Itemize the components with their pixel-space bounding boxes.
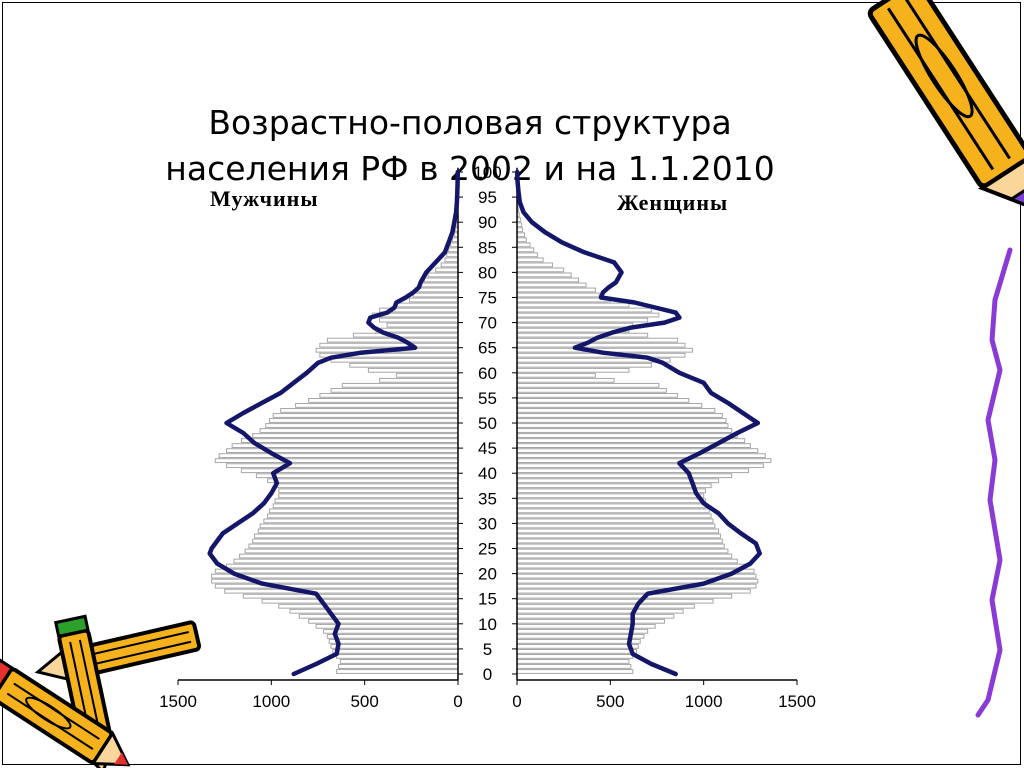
- age-tick-label: 95: [478, 188, 497, 207]
- female-label: Женщины: [617, 190, 729, 215]
- age-tick-label: 10: [478, 615, 497, 634]
- age-tick-label: 40: [478, 464, 497, 483]
- x-tick-label-left: 1000: [252, 692, 290, 711]
- age-tick-label: 20: [478, 565, 497, 584]
- age-tick-label: 60: [478, 364, 497, 383]
- age-tick-label: 0: [483, 665, 492, 684]
- x-tick-label-right: 1500: [778, 692, 816, 711]
- age-tick-label: 30: [478, 514, 497, 533]
- age-tick-label: 35: [478, 489, 497, 508]
- pencil-bottom-left-3-icon: [0, 658, 131, 767]
- line-female-2010: [514, 169, 762, 677]
- age-tick-label: 75: [478, 289, 497, 308]
- age-tick-label: 90: [478, 213, 497, 232]
- pencil-top-right-icon: [867, 0, 1024, 209]
- age-tick-label: 5: [483, 640, 492, 659]
- slide-title: Возрастно-половая структура населения РФ…: [100, 100, 840, 192]
- x-tick-label-left: 1500: [159, 692, 197, 711]
- age-tick-label: 55: [478, 389, 497, 408]
- purple-scribble-line: [975, 247, 1013, 718]
- male-label: Мужчины: [210, 186, 319, 211]
- age-tick-label: 50: [478, 414, 497, 433]
- title-line-1: Возрастно-половая структура: [208, 103, 732, 142]
- age-tick-label: 70: [478, 314, 497, 333]
- x-tick-label-right: 500: [596, 692, 624, 711]
- title-line-2: населения РФ в 2002 и на 1.1.2010: [165, 149, 775, 188]
- age-tick-label: 65: [478, 339, 497, 358]
- age-tick-label: 15: [478, 590, 497, 609]
- age-tick-label: 100: [473, 163, 501, 182]
- line-male-2010: [207, 169, 461, 677]
- age-tick-label: 80: [478, 263, 497, 282]
- age-tick-label: 85: [478, 238, 497, 257]
- age-tick-label: 45: [478, 439, 497, 458]
- x-tick-label-right: 0: [512, 692, 521, 711]
- x-tick-label-left: 0: [453, 692, 462, 711]
- age-tick-label: 25: [478, 540, 497, 559]
- x-tick-label-right: 1000: [685, 692, 723, 711]
- x-tick-label-left: 500: [350, 692, 378, 711]
